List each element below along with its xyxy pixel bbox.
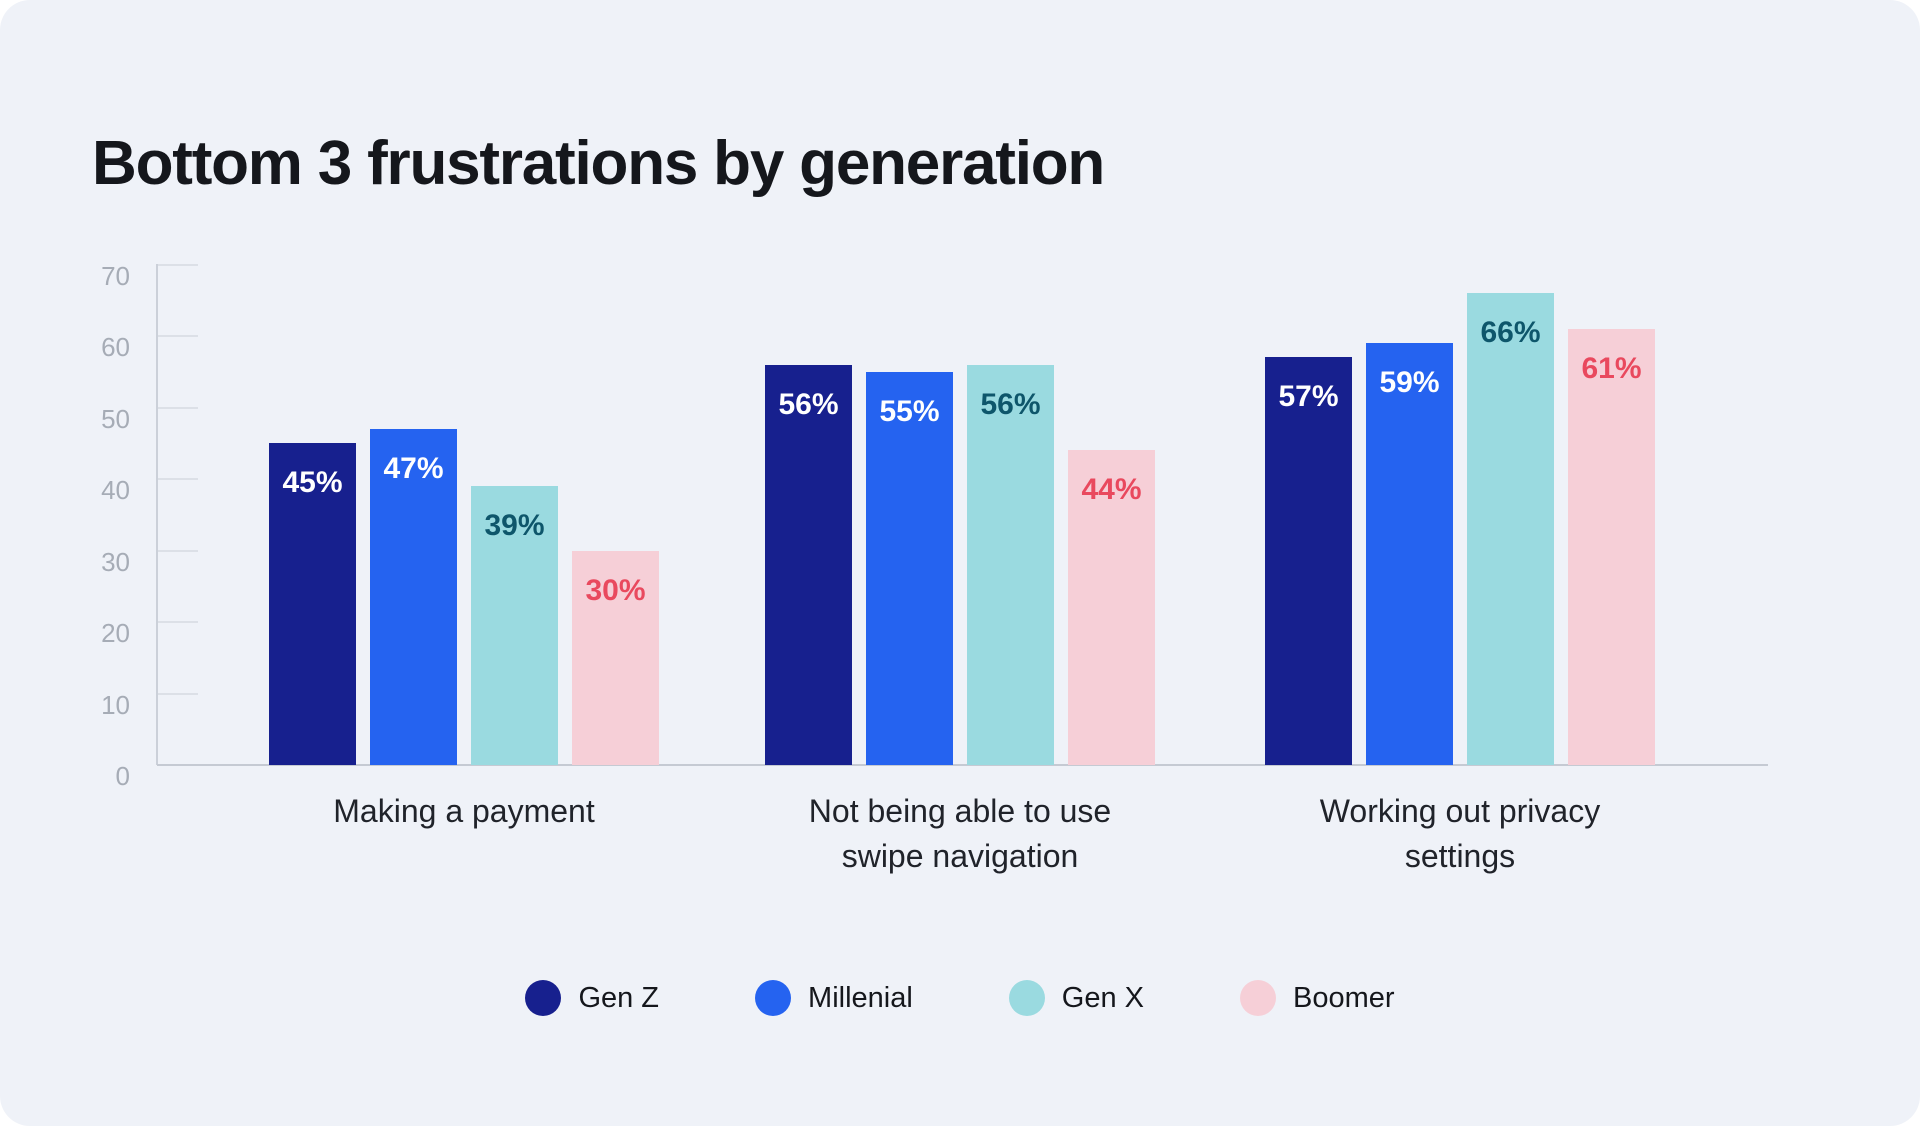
y-axis-tick [157, 263, 198, 266]
bar-gen-x-2: 66% [1467, 293, 1554, 765]
bar-boomer-1: 44% [1068, 450, 1155, 765]
bar-millenial-1: 55% [866, 371, 953, 765]
legend-label: Gen Z [578, 981, 660, 1014]
x-axis-category-label-line: settings [1404, 838, 1516, 874]
bar-value-label: 57% [1278, 380, 1339, 414]
bar-value-label: 56% [778, 387, 839, 421]
x-axis-category-label-2: Working out privacy settings [1180, 789, 1740, 879]
bar-value-label: 44% [1081, 473, 1142, 507]
y-axis-tick-label: 50 [101, 403, 130, 434]
y-axis-tick-label: 20 [101, 618, 130, 648]
bar-value-label: 45% [282, 466, 343, 500]
legend-item-boomer: Boomer [1240, 980, 1395, 1016]
bar-value-label: 61% [1581, 351, 1642, 385]
x-axis-category-label-0: Making a payment [184, 789, 744, 834]
y-axis-tick-label: 60 [101, 332, 130, 362]
legend-label: Gen X [1061, 981, 1145, 1014]
x-axis-category-label-line: swipe navigation [841, 838, 1079, 874]
bar-value-label: 59% [1379, 366, 1440, 400]
x-axis-category-label-line: Working out privacy [1319, 793, 1601, 829]
bar-millenial-0: 47% [370, 428, 457, 765]
y-axis-tick-label: 70 [101, 260, 130, 291]
y-axis-line [156, 263, 158, 765]
bar-value-label: 55% [879, 394, 940, 428]
bar-value-label: 56% [980, 387, 1041, 421]
bar-value-label: 66% [1480, 316, 1541, 350]
legend-dot-boomer [1240, 980, 1277, 1016]
legend-label: Millenial [808, 981, 913, 1014]
x-axis-category-label-line: Not being able to use [808, 793, 1112, 829]
bar-value-label: 39% [484, 509, 545, 543]
y-axis-tick-label: 40 [101, 475, 130, 505]
bar-millenial-2: 59% [1366, 343, 1453, 765]
x-axis-category-label-1: Not being able to use swipe navigation [680, 789, 1240, 879]
bar-gen-z-1: 56% [765, 364, 852, 765]
legend-dot-millenial [755, 980, 792, 1016]
bar-value-label: 47% [383, 451, 444, 485]
bar-gen-x-0: 39% [471, 486, 558, 765]
legend-dot-gen-z [525, 980, 562, 1016]
legend-item-gen-z: Gen Z [525, 980, 659, 1016]
y-axis-tick [157, 549, 198, 552]
legend-item-millenial: Millenial [755, 980, 913, 1016]
bar-gen-x-1: 56% [967, 364, 1054, 765]
bar-value-label: 30% [585, 573, 646, 607]
bar-gen-z-0: 45% [269, 443, 356, 765]
y-axis-tick [157, 406, 198, 409]
bar-boomer-2: 61% [1568, 328, 1655, 765]
y-axis-tick [157, 692, 198, 695]
x-axis-line [157, 764, 1768, 766]
x-axis-category-label-line: Making a payment [333, 793, 595, 829]
y-axis-tick-label: 0 [115, 761, 130, 791]
y-axis-tick-label: 30 [101, 546, 130, 577]
legend-dot-gen-x [1008, 980, 1045, 1016]
chart-title: Bottom 3 frustrations by generation [92, 129, 1105, 198]
legend: Gen Z Millenial Gen X Boomer [0, 980, 1920, 1016]
y-axis-tick [157, 621, 198, 623]
y-axis-tick-label: 10 [101, 689, 130, 720]
legend-label: Boomer [1293, 981, 1395, 1014]
y-axis-tick [157, 335, 198, 337]
bar-boomer-0: 30% [572, 550, 659, 765]
legend-item-gen-x: Gen X [1008, 980, 1145, 1016]
y-axis-tick [157, 478, 198, 480]
bar-gen-z-2: 57% [1265, 357, 1352, 765]
